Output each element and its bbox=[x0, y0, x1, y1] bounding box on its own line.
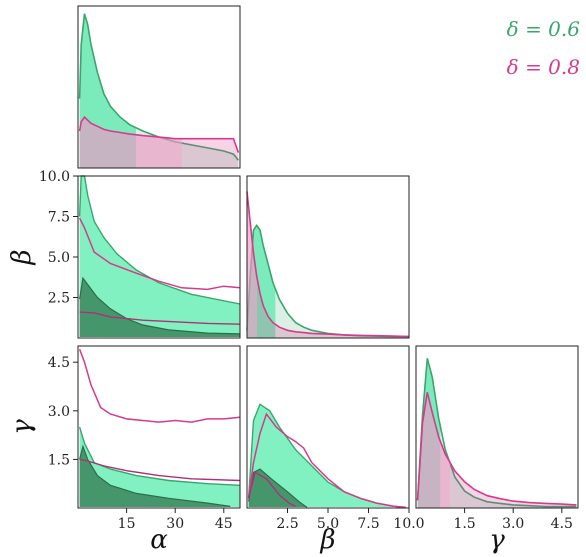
legend-entry-delta-0.8: δ = 0.8 bbox=[507, 55, 580, 79]
joint-inner-beta_gamma bbox=[248, 469, 307, 508]
panel-frame-0-0 bbox=[77, 5, 241, 169]
xtick-label-2-1: 3.0 bbox=[502, 516, 524, 532]
joint-inner-edge-alpha_gamma bbox=[79, 444, 231, 507]
joint-outer-beta_gamma bbox=[248, 404, 406, 508]
joint-inner-edge-alpha_beta bbox=[79, 276, 241, 335]
ylabel-1: β bbox=[7, 249, 37, 265]
xtick-label-0-1: 30 bbox=[166, 516, 184, 532]
ylabel-2: γ bbox=[7, 419, 37, 435]
joint-contour-inner-d08-alpha_beta bbox=[79, 311, 241, 325]
panel-frame-1-1 bbox=[246, 175, 410, 339]
ytick-label-1-2: 7.5 bbox=[48, 210, 70, 226]
ytick-label-1-0: 2.5 bbox=[48, 291, 70, 307]
joint-contour-inner-d08-alpha_gamma bbox=[79, 458, 241, 482]
joint-inner-edge-beta_gamma bbox=[248, 468, 308, 508]
ytick-label-2-2: 4.5 bbox=[48, 355, 70, 371]
xtick-label-0-2: 45 bbox=[215, 516, 233, 532]
xtick-label-0-0: 15 bbox=[118, 516, 136, 532]
xlabel-1: β bbox=[319, 525, 335, 555]
xtick-label-1-3: 10.0 bbox=[393, 516, 424, 532]
plot-layer bbox=[78, 13, 577, 509]
joint-contour-outer-d08-alpha_gamma bbox=[78, 348, 241, 423]
joint-outer-alpha_beta bbox=[79, 176, 240, 337]
joint-inner-alpha_beta bbox=[79, 278, 240, 337]
marginal-line-beta-delta_0.8 bbox=[246, 191, 410, 338]
ytick-label-2-1: 3.0 bbox=[48, 404, 70, 420]
marginal-credible-beta-delta_0.8 bbox=[247, 191, 257, 338]
marginal-line-gamma-delta_0.8 bbox=[416, 392, 577, 506]
xtick-label-2-0: 1.5 bbox=[453, 516, 475, 532]
ytick-label-2-0: 1.5 bbox=[48, 452, 70, 468]
joint-inner-alpha_gamma bbox=[79, 446, 231, 507]
xtick-label-1-1: 5.0 bbox=[317, 516, 339, 532]
marginal-line-gamma-delta_0.6 bbox=[416, 358, 577, 508]
joint-outer-edge-alpha_gamma bbox=[78, 426, 241, 486]
xlabel-2: γ bbox=[489, 525, 505, 555]
marginal-line-alpha-delta_0.6 bbox=[78, 13, 240, 161]
marginal-credible-gamma-delta_0.8 bbox=[417, 392, 450, 508]
marginal-fill-gamma-delta_0.8 bbox=[417, 392, 577, 508]
joint-contour-outer-d08-alpha_beta bbox=[78, 217, 241, 291]
legend-entry-delta-0.6: δ = 0.6 bbox=[507, 17, 581, 41]
marginal-fill-beta-delta_0.8 bbox=[247, 191, 409, 338]
xtick-label-1-0: 2.5 bbox=[276, 516, 298, 532]
ytick-label-1-1: 5.0 bbox=[48, 250, 70, 266]
joint-outer-alpha_gamma bbox=[79, 427, 240, 507]
ytick-label-1-3: 10.0 bbox=[39, 169, 70, 185]
marginal-line-alpha-delta_0.8 bbox=[78, 115, 240, 153]
xlabel-0: α bbox=[150, 525, 168, 555]
xtick-label-1-2: 7.5 bbox=[357, 516, 379, 532]
joint-contour-outer-d08-beta_gamma bbox=[247, 412, 406, 509]
panel-frame-0-2 bbox=[77, 345, 241, 509]
panel-frame-2-2 bbox=[415, 345, 579, 509]
joint-contour-inner-d08-beta_gamma bbox=[247, 471, 296, 508]
xtick-label-2-2: 4.5 bbox=[551, 516, 573, 532]
legend: δ = 0.6 δ = 0.8 bbox=[507, 17, 581, 79]
axis-layer: 15 30 45 α 2.5 5.0 7.5 10.0 β 1.5 3.0 4.5 γ 2.5 5.0 7.5… bbox=[7, 5, 579, 555]
